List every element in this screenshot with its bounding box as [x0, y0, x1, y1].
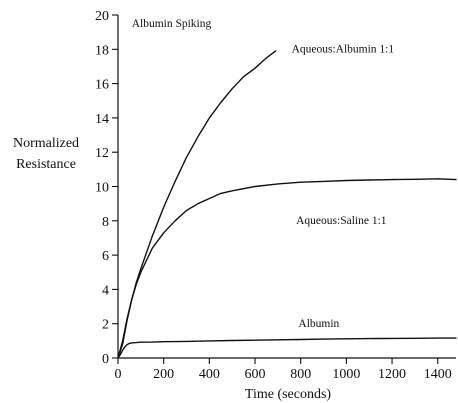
- annotation-label: Albumin Spiking: [132, 18, 212, 30]
- y-tick-label: 10: [95, 181, 109, 196]
- series-line-albumin: [117, 337, 457, 359]
- x-tick-label: 1200: [378, 367, 406, 382]
- y-tick-label: 14: [95, 112, 109, 127]
- x-tick-label: 400: [199, 367, 220, 382]
- y-tick-label: 8: [102, 215, 109, 230]
- y-axis: 0 2 4 6 8 10 12 14 16 18 20: [95, 9, 119, 367]
- series-layer: [117, 50, 457, 359]
- annotation-label: Aqueous:Albumin 1:1: [292, 44, 395, 56]
- x-axis: 0 200 400 600 800 1000 1200 1400: [115, 357, 456, 382]
- y-ticks: 0 2 4 6 8 10 12 14 16 18 20: [95, 9, 118, 367]
- y-tick-label: 0: [102, 352, 109, 367]
- x-tick-label: 0: [115, 367, 122, 382]
- y-tick-label: 16: [95, 78, 109, 93]
- x-tick-label: 1400: [424, 367, 452, 382]
- annotation-label: Albumin: [298, 318, 339, 330]
- x-tick-label: 1000: [332, 367, 360, 382]
- annotation-layer: Albumin Spiking Aqueous:Albumin 1:1 Aqueou…: [132, 18, 395, 330]
- x-ticks: 0 200 400 600 800 1000 1200 1400: [115, 358, 452, 382]
- y-tick-label: 12: [95, 146, 109, 161]
- y-tick-label: 4: [102, 283, 109, 298]
- y-tick-label: 6: [102, 249, 109, 264]
- x-tick-label: 600: [245, 367, 266, 382]
- y-tick-label: 2: [102, 318, 109, 333]
- y-tick-label: 18: [95, 43, 109, 58]
- annotation-label: Aqueous:Saline 1:1: [296, 215, 387, 227]
- x-tick-label: 800: [290, 367, 311, 382]
- x-axis-title: Time (seconds): [245, 387, 332, 402]
- y-tick-label: 20: [95, 9, 109, 24]
- y-axis-title-line-2: Resistance: [16, 157, 76, 172]
- y-axis-title-line-1: Normalized: [13, 136, 79, 151]
- series-line-aqueous-saline: [117, 178, 457, 359]
- x-tick-label: 200: [153, 367, 174, 382]
